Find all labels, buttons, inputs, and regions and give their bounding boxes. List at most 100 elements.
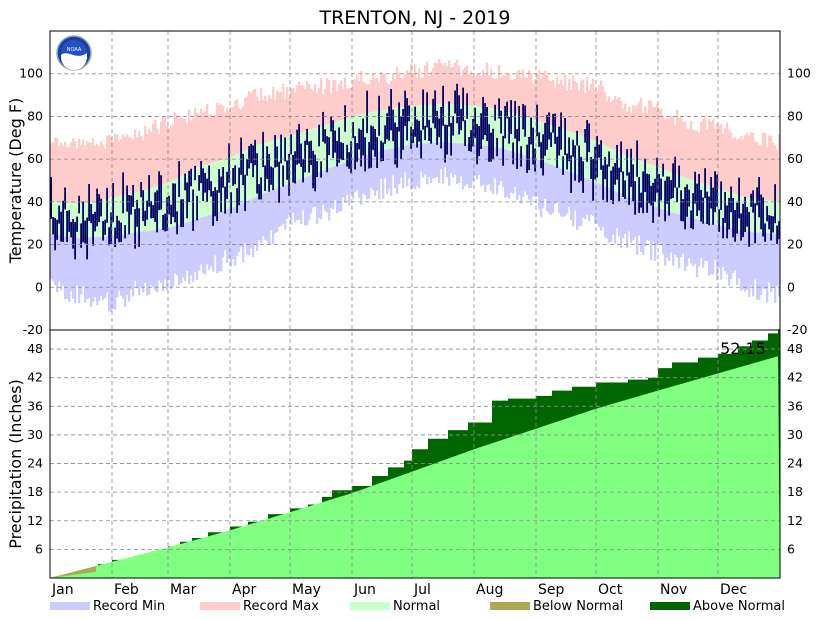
actual-temp-bar xyxy=(710,177,712,209)
record-min-bar xyxy=(376,151,379,191)
actual-temp-bar xyxy=(544,122,546,156)
record-min-bar xyxy=(666,210,669,258)
record-max-bar xyxy=(412,72,415,106)
legend-label: Below Normal xyxy=(533,599,623,614)
record-max-bar xyxy=(406,70,409,107)
record-min-bar xyxy=(478,144,481,175)
actual-temp-bar xyxy=(408,105,410,122)
record-max-bar xyxy=(738,138,741,196)
record-max-bar xyxy=(290,87,293,136)
record-max-bar xyxy=(404,74,407,107)
normal-bar xyxy=(408,106,411,145)
actual-temp-bar xyxy=(520,146,522,167)
record-min-bar xyxy=(694,218,697,264)
actual-temp-bar xyxy=(308,141,310,173)
actual-temp-bar xyxy=(60,211,62,242)
record-min-bar xyxy=(776,233,779,286)
record-max-bar xyxy=(580,80,583,136)
precip-tick-left: 24 xyxy=(27,456,43,471)
actual-temp-bar xyxy=(302,159,304,183)
record-min-bar xyxy=(536,159,539,197)
record-max-bar xyxy=(310,88,313,130)
record-min-bar xyxy=(766,233,769,303)
record-min-bar xyxy=(266,192,269,241)
normal-bar xyxy=(344,118,347,163)
record-max-bar xyxy=(394,79,397,109)
month-label: Apr xyxy=(232,582,256,598)
record-min-bar xyxy=(280,186,283,226)
record-max-bar xyxy=(348,87,351,118)
record-min-bar xyxy=(672,212,675,266)
record-max-bar xyxy=(268,95,271,142)
actual-temp-bar xyxy=(194,165,196,181)
record-min-bar xyxy=(378,151,381,200)
record-min-bar xyxy=(204,216,207,275)
actual-temp-bar xyxy=(516,129,518,169)
record-min-bar xyxy=(288,183,291,215)
record-min-bar xyxy=(504,149,507,198)
record-min-bar xyxy=(112,236,115,310)
record-min-bar xyxy=(300,178,303,225)
record-max-bar xyxy=(248,91,251,149)
record-max-bar xyxy=(774,144,777,202)
record-min-bar xyxy=(446,142,449,178)
record-max-bar xyxy=(134,129,137,193)
record-max-bar xyxy=(590,83,593,140)
actual-temp-bar xyxy=(760,194,762,230)
record-max-bar xyxy=(698,132,701,183)
actual-temp-bar xyxy=(498,98,500,119)
normal-bar xyxy=(494,108,497,148)
record-min-bar xyxy=(136,232,139,288)
record-max-bar xyxy=(322,93,325,126)
precip-tick-left: 12 xyxy=(27,513,43,528)
record-max-bar xyxy=(144,126,147,190)
record-max-bar xyxy=(766,147,769,201)
record-max-bar xyxy=(614,95,617,151)
record-min-bar xyxy=(670,211,673,253)
normal-bar xyxy=(704,184,707,222)
actual-temp-bar xyxy=(548,112,550,140)
actual-temp-bar xyxy=(424,125,426,141)
record-min-bar xyxy=(728,227,731,286)
actual-temp-bar xyxy=(182,199,184,228)
record-max-bar xyxy=(688,129,691,180)
record-min-bar xyxy=(268,191,271,244)
record-min-bar xyxy=(448,142,451,186)
normal-bar xyxy=(554,126,557,167)
normal-bar xyxy=(228,157,231,209)
actual-temp-bar xyxy=(500,110,502,134)
actual-temp-bar xyxy=(64,187,66,210)
normal-bar xyxy=(536,120,539,160)
month-label: Sep xyxy=(538,582,565,598)
normal-bar xyxy=(778,201,781,234)
record-min-bar xyxy=(486,146,489,186)
record-min-bar xyxy=(520,154,523,204)
actual-temp-bar xyxy=(676,187,678,203)
record-min-bar xyxy=(544,162,547,199)
actual-temp-bar xyxy=(376,137,378,168)
record-max-bar xyxy=(230,107,233,158)
actual-temp-bar xyxy=(138,208,140,247)
record-min-bar xyxy=(358,157,361,198)
record-min-bar xyxy=(526,156,529,196)
actual-temp-bar xyxy=(766,206,768,222)
record-min-bar xyxy=(760,232,763,295)
actual-temp-bar xyxy=(652,182,654,223)
record-max-bar xyxy=(678,118,681,176)
actual-temp-bar xyxy=(150,200,152,219)
record-max-bar xyxy=(106,136,109,199)
actual-temp-bar xyxy=(400,116,402,159)
record-min-bar xyxy=(500,148,503,181)
month-label: Feb xyxy=(114,582,139,598)
record-min-bar xyxy=(698,220,701,267)
record-max-bar xyxy=(362,81,365,115)
record-min-bar xyxy=(406,145,409,187)
actual-temp-bar xyxy=(772,216,774,233)
actual-temp-bar xyxy=(624,180,626,199)
normal-bar xyxy=(366,113,369,155)
record-min-bar xyxy=(660,208,663,246)
record-max-bar xyxy=(526,78,529,118)
record-min-bar xyxy=(272,189,275,244)
actual-temp-bar xyxy=(166,197,168,231)
actual-temp-bar xyxy=(146,200,148,220)
